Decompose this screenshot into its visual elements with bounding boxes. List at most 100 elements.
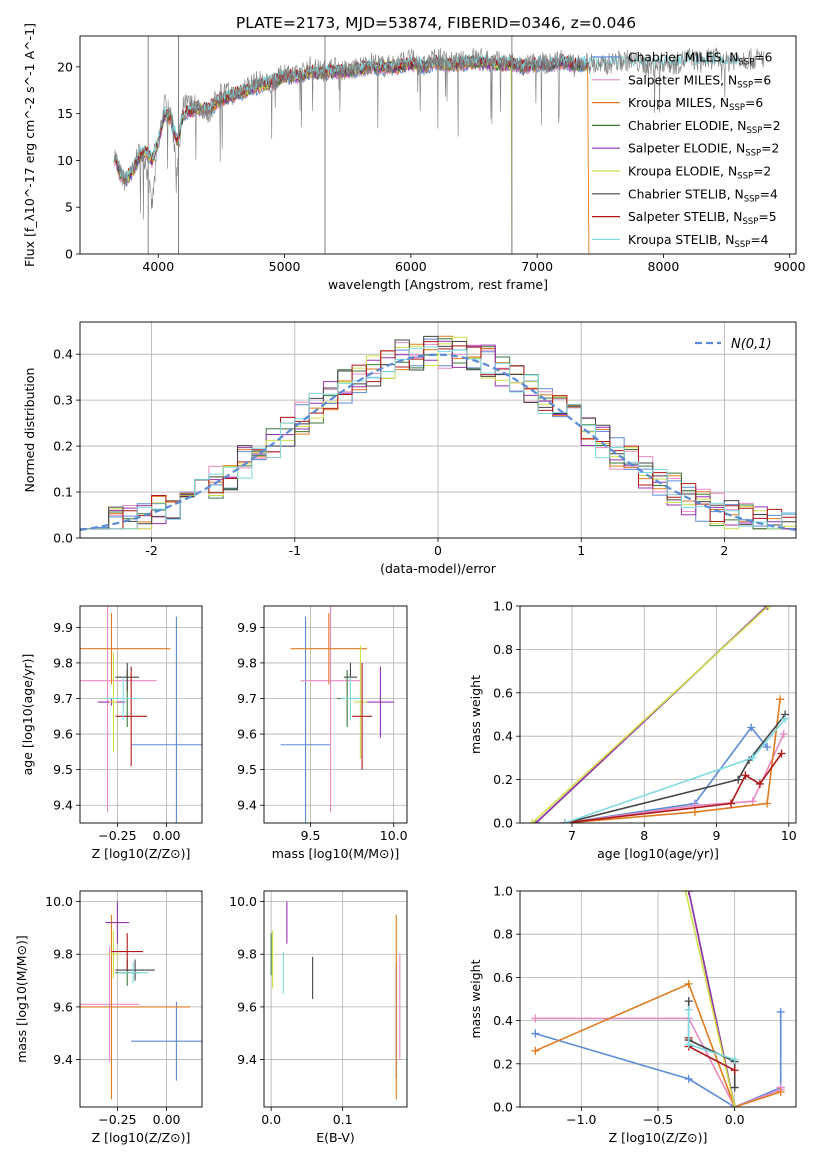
- mass_vs_Z-xlabel: Z [log10(Z/Z⊙)]: [92, 1130, 191, 1145]
- hist-kroupa-stelib: [80, 346, 796, 530]
- age_vs_mass-frame: [263, 605, 408, 824]
- massweight_vs_Z-marker-kroupa-stelib-2: [730, 1055, 739, 1064]
- massweight_vs_Z-marker-chabrier-miles-0: [531, 1029, 540, 1038]
- mass_vs_ebv-ytick-label-3: 10.0: [229, 894, 257, 909]
- spectrum-xtick-label-5: 9000: [774, 259, 806, 274]
- massweight_vs_Z-ytick-label-2: 0.4: [493, 1013, 513, 1028]
- spectrum-model-kroupa-miles: [113, 57, 590, 254]
- spectrum-model-chabrier-miles: [113, 59, 589, 187]
- massweight_vs_age-ylabel: mass weight: [468, 675, 483, 754]
- mass_vs_Z-ytick-label-0: 9.4: [53, 1052, 73, 1067]
- age_vs_Z-xlabel: Z [log10(Z/Z⊙)]: [92, 846, 191, 861]
- massweight_vs_Z-line-kroupa-miles: [534, 982, 781, 1107]
- age_vs_mass-panel: 9.5 10.0 9.4 9.5 9.6 9.7 9.8 9.9 mass [log10(M/M…: [237, 605, 408, 861]
- massweight_vs_Z-marker-salpeter-elodie-0: [684, 891, 693, 895]
- mass_vs_ebv-frame: [263, 890, 408, 1108]
- massweight_vs_Z-ytick-label-5: 1.0: [493, 884, 513, 899]
- massweight_vs_Z-marker-chabrier-miles-4: [776, 1007, 785, 1016]
- mass_vs_ebv-ytick-label-2: 9.8: [237, 947, 257, 962]
- massweight_vs_age-marker-kroupa-stelib-2: [781, 714, 790, 723]
- massweight_vs_Z-ylabel: mass weight: [468, 959, 483, 1038]
- massweight_vs_age-marker-chabrier-stelib-1: [734, 775, 743, 784]
- massweight_vs_age-marker-kroupa-elodie-1: [764, 606, 773, 610]
- spectrum-xtick-label-4: 8000: [648, 259, 680, 274]
- residuals-xlabel: (data-model)/error: [380, 561, 497, 576]
- massweight_vs_age-frame: [519, 605, 797, 824]
- age_vs_mass-xlabel: mass [log10(M/M⊙)]: [272, 846, 400, 861]
- mass_vs_ebv-ytick-label-1: 9.6: [237, 999, 257, 1014]
- massweight_vs_age-marker-salpeter-stelib-3: [755, 779, 764, 788]
- mass_vs_Z-ytick-label-3: 10.0: [45, 894, 73, 909]
- massweight_vs_age-marker-kroupa-elodie-0: [528, 819, 537, 823]
- residuals-ytick-label-1: 0.1: [53, 485, 73, 500]
- massweight_vs_Z-marker-kroupa-elodie-1: [730, 1103, 739, 1107]
- age_vs_Z-ytick-label-4: 9.8: [53, 655, 73, 670]
- normal-curve: [80, 353, 796, 531]
- age_vs_Z-ylabel: age [log10(age/yr)]: [20, 654, 35, 776]
- massweight_vs_age-marker-chabrier-miles-2: [747, 723, 756, 732]
- spectrum-plot-area: [113, 36, 765, 254]
- mass_vs_Z-ytick-label-1: 9.6: [53, 999, 73, 1014]
- mass_vs_Z-panel: −0.25 0.00 9.4 9.6 9.8 10.0 Z [log10(Z/Z⊙)] mas…: [14, 890, 203, 1145]
- massweight_vs_age-line-kroupa-miles: [564, 699, 781, 823]
- hist-kroupa-elodie: [80, 336, 796, 530]
- massweight_vs_Z-marker-kroupa-miles-1: [684, 979, 693, 988]
- residuals-xtick-label-3: 1: [577, 543, 585, 558]
- massweight_vs_age-marker-kroupa-stelib-0: [560, 819, 569, 823]
- massweight_vs_age-line-kroupa-elodie: [531, 606, 770, 823]
- residuals-plot-area: [80, 335, 796, 531]
- spectrum-xtick-label-1: 5000: [269, 259, 301, 274]
- spectrum-ytick-label-2: 10: [57, 153, 73, 168]
- age_vs_Z-ytick-label-5: 9.9: [53, 620, 73, 635]
- spectrum-panel: 4000 5000 6000 7000 8000 9000 0 5 10 15 20 waveleng…: [22, 23, 806, 292]
- residuals-frame: [79, 321, 797, 539]
- mass_vs_ebv-ytick-label-0: 9.4: [237, 1052, 257, 1067]
- massweight_vs_age-ytick-label-2: 0.4: [493, 729, 513, 744]
- residuals-xtick-label-0: -2: [145, 543, 157, 558]
- age_vs_mass-ytick-label-2: 9.6: [237, 727, 257, 742]
- massweight_vs_age-line-salpeter-miles: [564, 733, 785, 823]
- massweight_vs_Z-marker-kroupa-miles-0: [531, 1046, 540, 1055]
- spectrum-ytick-label-4: 20: [57, 59, 73, 74]
- age_vs_Z-plot-area: [80, 606, 202, 823]
- massweight_vs_age-marker-salpeter-miles-2: [748, 797, 757, 806]
- massweight_vs_age-ytick-label-4: 0.8: [493, 642, 513, 657]
- massweight_vs_age-ytick-label-1: 0.2: [493, 772, 513, 787]
- massweight_vs_Z-marker-kroupa-stelib-0: [684, 1005, 693, 1014]
- massweight_vs_Z-xlabel: Z [log10(Z/Z⊙)]: [609, 1130, 708, 1145]
- massweight_vs_age-marker-salpeter-stelib-4: [777, 749, 786, 758]
- massweight_vs_age-line-kroupa-stelib: [564, 718, 786, 823]
- residuals-ytick-label-3: 0.3: [53, 393, 73, 408]
- massweight_vs_age-xtick-label-1: 8: [640, 828, 648, 843]
- spectrum-ytick-label-1: 5: [65, 200, 73, 215]
- legend-label-salpeter-stelib: Salpeter STELIB, NSSP=5: [628, 210, 777, 227]
- mass_vs_ebv-plot-area: [270, 901, 401, 1100]
- massweight_vs_Z-marker-salpeter-miles-0: [531, 1014, 540, 1023]
- massweight_vs_Z-xtick-label-1: −0.5: [643, 1112, 673, 1127]
- massweight_vs_age-line-chabrier-miles: [564, 726, 768, 823]
- massweight_vs_age-ytick-label-3: 0.6: [493, 685, 513, 700]
- figure-title: PLATE=2173, MJD=53874, FIBERID=0346, z=0…: [236, 14, 636, 32]
- age_vs_Z-frame: [79, 605, 203, 824]
- massweight_vs_age-marker-kroupa-stelib-1: [748, 753, 757, 762]
- massweight_vs_age-marker-salpeter-stelib-1: [726, 799, 735, 808]
- residuals-ylabel: Normed distribution: [22, 368, 37, 493]
- massweight_vs_Z-marker-salpeter-stelib-2: [730, 1066, 739, 1075]
- residuals-xtick-label-1: -1: [289, 543, 301, 558]
- spectrum-xtick-label-0: 4000: [142, 259, 174, 274]
- spectrum-xlabel: wavelength [Angstrom, rest frame]: [328, 277, 548, 292]
- legend-label-normal: N(0,1): [731, 337, 772, 352]
- age_vs_mass-ytick-label-5: 9.9: [237, 620, 257, 635]
- hist-salpeter-stelib: [80, 341, 796, 530]
- legend-label-kroupa-stelib: Kroupa STELIB, NSSP=4: [628, 233, 769, 250]
- mass_vs_Z-ylabel: mass [log10(M/M⊙)]: [14, 935, 29, 1063]
- legend-label-chabrier-stelib: Chabrier STELIB, NSSP=4: [628, 187, 778, 204]
- residuals-ytick-label-2: 0.2: [53, 439, 73, 454]
- age_vs_Z-ytick-label-2: 9.6: [53, 727, 73, 742]
- mass_vs_ebv-panel: 0.0 0.1 9.4 9.6 9.8 10.0 E(B-V): [229, 890, 408, 1145]
- age_vs_Z-xtick-label-0: −0.25: [98, 828, 136, 843]
- legend-label-chabrier-elodie: Chabrier ELODIE, NSSP=2: [628, 119, 781, 136]
- residuals-xtick-label-2: 0: [434, 543, 442, 558]
- massweight_vs_Z-xtick-label-2: 0.0: [725, 1112, 745, 1127]
- mass_vs_ebv-xtick-label-0: 0.0: [261, 1112, 281, 1127]
